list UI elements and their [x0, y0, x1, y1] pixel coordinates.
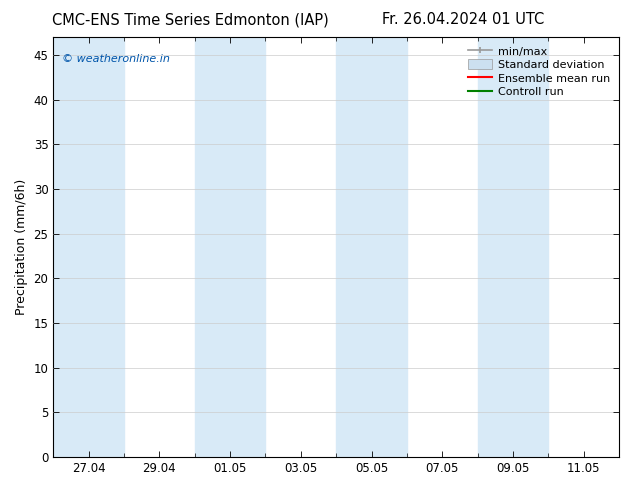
Bar: [477, 37, 548, 457]
Bar: [336, 37, 407, 457]
Legend: min/max, Standard deviation, Ensemble mean run, Controll run: min/max, Standard deviation, Ensemble me…: [465, 43, 614, 101]
Bar: [195, 37, 266, 457]
Y-axis label: Precipitation (mm/6h): Precipitation (mm/6h): [15, 179, 28, 315]
Text: CMC-ENS Time Series Edmonton (IAP): CMC-ENS Time Series Edmonton (IAP): [52, 12, 328, 27]
Text: Fr. 26.04.2024 01 UTC: Fr. 26.04.2024 01 UTC: [382, 12, 544, 27]
Bar: [53, 37, 124, 457]
Text: © weatheronline.in: © weatheronline.in: [61, 54, 170, 64]
